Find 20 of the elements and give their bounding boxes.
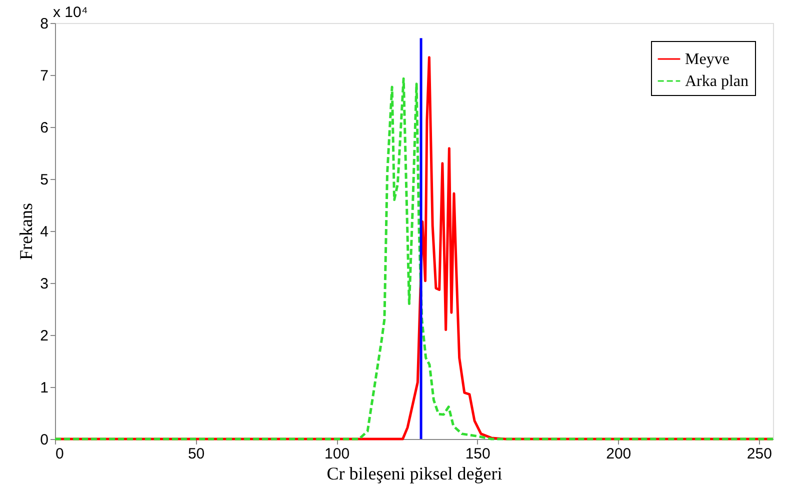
y-tick-label: 7 bbox=[40, 68, 48, 84]
text: x 10⁴ bbox=[53, 4, 88, 21]
x-tick-label: 50 bbox=[188, 446, 205, 462]
x-tick-label: 200 bbox=[606, 446, 632, 462]
y-tick-label: 6 bbox=[40, 120, 48, 136]
x-tick-label: 250 bbox=[746, 446, 772, 462]
x-tick-label: 100 bbox=[324, 446, 350, 462]
y-axis-title: Frekans bbox=[16, 203, 36, 260]
x-tick-label: 150 bbox=[465, 446, 490, 462]
y-tick-label: 3 bbox=[40, 276, 48, 292]
legend-label: Meyve bbox=[685, 51, 730, 68]
y-tick-label: 5 bbox=[40, 172, 48, 188]
y-tick-label: 8 bbox=[40, 16, 48, 32]
y-tick-label: 1 bbox=[40, 380, 48, 396]
y-tick-label: 4 bbox=[40, 224, 48, 240]
x-tick-label: 0 bbox=[56, 446, 64, 462]
x-axis-title: Cr bileşeni piksel değeri bbox=[326, 464, 502, 484]
y-tick-label: 2 bbox=[40, 328, 48, 344]
y-tick-label: 0 bbox=[40, 432, 48, 448]
legend-label: Arka plan bbox=[685, 73, 749, 90]
